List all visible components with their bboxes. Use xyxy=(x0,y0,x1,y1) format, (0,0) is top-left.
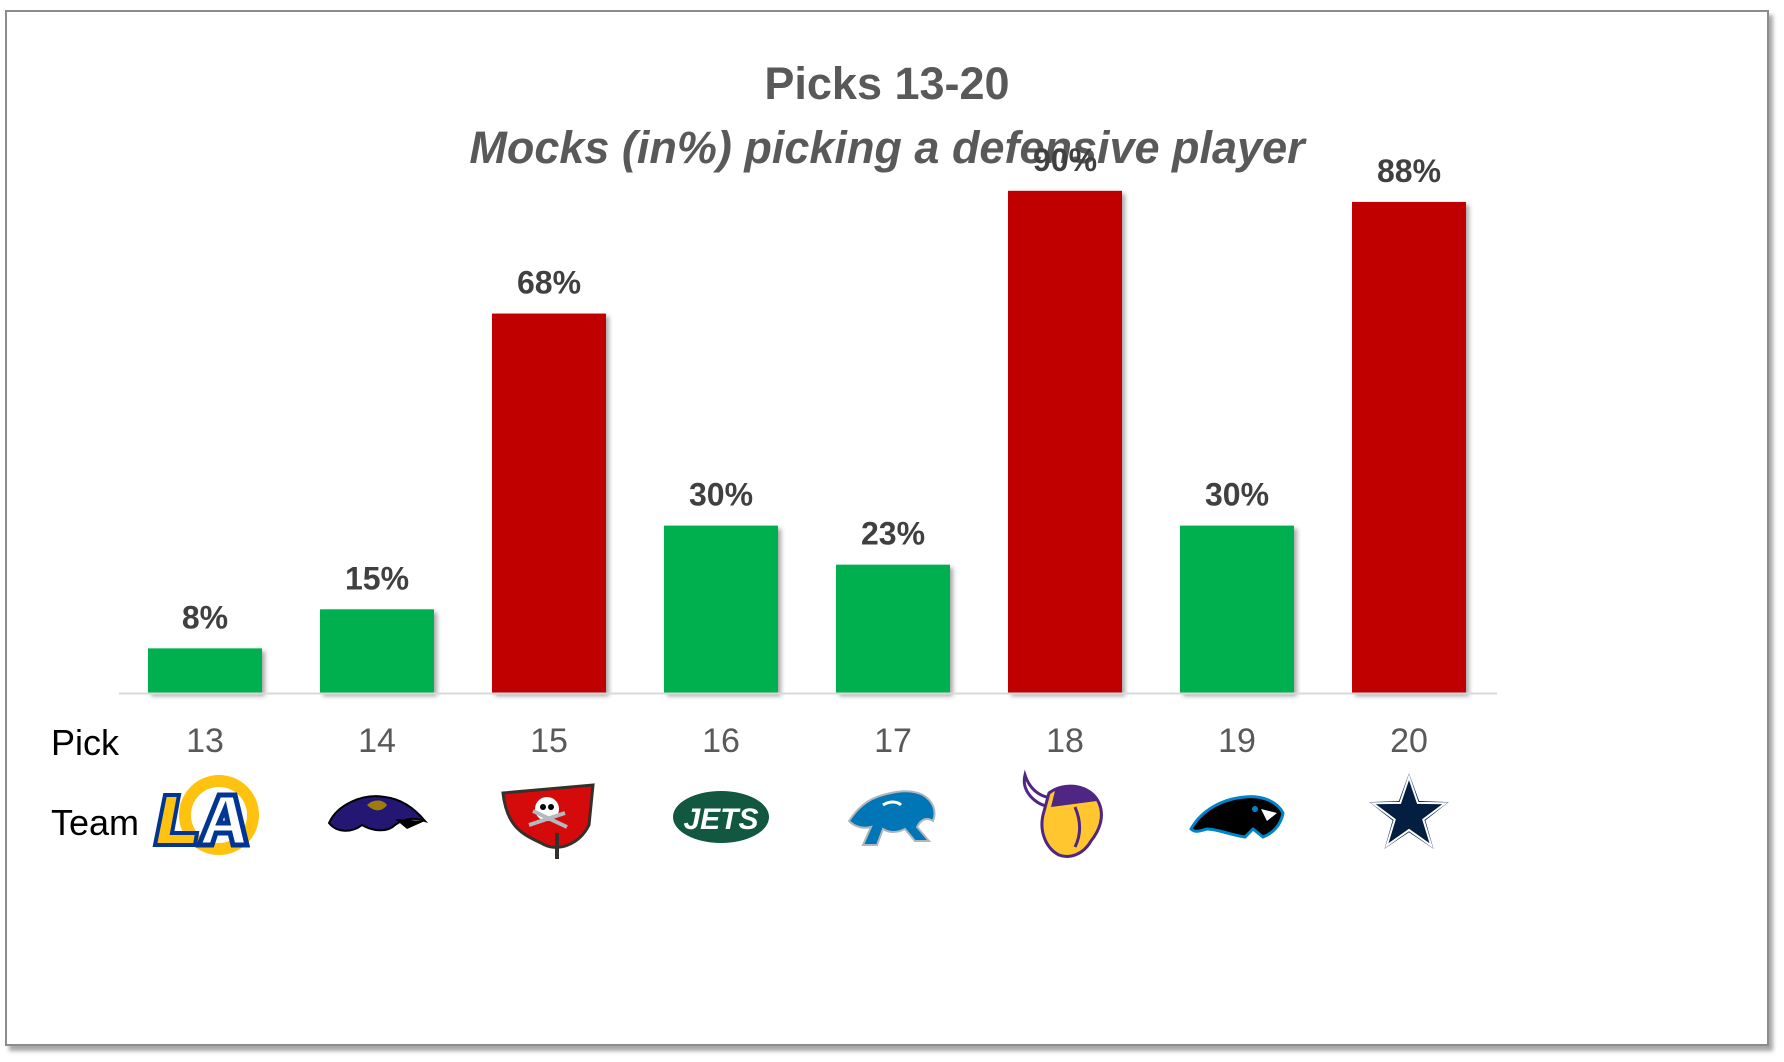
tick-label-pick-13: 13 xyxy=(186,722,224,760)
bar-pick-18 xyxy=(1008,190,1122,694)
tick-label-pick-20: 20 xyxy=(1390,722,1428,760)
bar-pick-17 xyxy=(836,564,950,693)
buccaneers-logo-icon xyxy=(501,783,595,859)
team-row-label: Team xyxy=(51,802,140,843)
cowboys-logo-icon xyxy=(1361,764,1457,856)
data-label-pick-17: 23% xyxy=(861,516,925,552)
bar-pick-20 xyxy=(1352,201,1466,693)
lions-logo-icon xyxy=(847,790,936,846)
data-label-pick-15: 68% xyxy=(517,265,581,301)
data-label-pick-13: 8% xyxy=(182,599,228,635)
data-label-pick-16: 30% xyxy=(689,477,753,513)
jets-logo-text: JETS xyxy=(683,803,758,836)
bar-chart: 8% 13 15% 14 68% 15 30% 16 JETS 23% 17 90% 18 30% 19 88… xyxy=(119,142,1497,859)
tick-label-pick-15: 15 xyxy=(530,722,568,760)
tick-label-pick-17: 17 xyxy=(874,722,912,760)
tick-label-pick-16: 16 xyxy=(702,722,740,760)
data-label-pick-20: 88% xyxy=(1377,153,1441,189)
panthers-logo-icon xyxy=(1189,795,1285,839)
bar-pick-16 xyxy=(664,525,778,693)
rams-logo-icon xyxy=(152,775,259,855)
data-label-pick-18: 90% xyxy=(1033,142,1097,178)
data-label-pick-19: 30% xyxy=(1205,477,1269,513)
tick-label-pick-14: 14 xyxy=(358,722,396,760)
ravens-logo-icon xyxy=(327,795,429,832)
data-label-pick-14: 15% xyxy=(345,560,409,596)
chart-subtitle: Mocks (in%) picking a defensive player xyxy=(469,122,1305,173)
pick-row-label: Pick xyxy=(51,722,120,763)
tick-label-pick-18: 18 xyxy=(1046,722,1084,760)
chart-title: Picks 13-20 xyxy=(764,58,1010,109)
bar-pick-15 xyxy=(492,313,606,693)
bar-pick-19 xyxy=(1180,525,1294,693)
chart-frame: Picks 13-20 Mocks (in%) picking a defens… xyxy=(5,10,1769,1046)
vikings-logo-icon xyxy=(1022,769,1103,858)
bar-pick-14 xyxy=(320,609,434,693)
jets-logo-icon: JETS xyxy=(673,791,769,843)
tick-label-pick-19: 19 xyxy=(1218,722,1256,760)
bar-pick-13 xyxy=(148,648,262,693)
